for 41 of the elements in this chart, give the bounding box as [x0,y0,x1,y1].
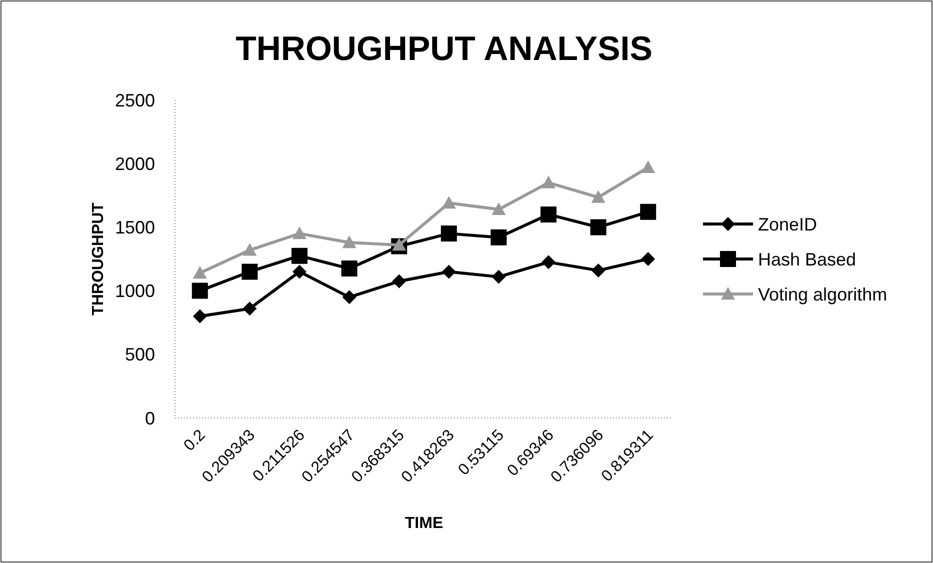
point [440,226,457,242]
point [640,204,656,220]
legend-label: ZoneID [758,214,818,234]
point [192,266,207,279]
point [641,160,656,174]
point [542,176,556,188]
point [242,243,257,256]
point [540,206,556,222]
point [292,264,306,279]
point [242,302,257,316]
point [392,274,406,288]
x-axis-title: TIME [404,515,444,532]
point [641,252,656,266]
y-tick-label: 1500 [114,218,155,238]
point [292,226,306,240]
point [442,264,456,279]
legend-label: Voting algorithm [758,284,888,304]
y-tick-label: 0 [144,408,155,428]
point [242,264,258,280]
point [392,238,406,251]
legend-label: Hash Based [758,249,856,270]
point [192,282,208,299]
y-tick-label: 2000 [114,154,155,174]
point [492,202,506,215]
point [442,196,456,209]
y-axis-title: THROUGHPUT [90,202,107,316]
point [591,190,606,203]
point [341,260,358,277]
point [342,235,356,248]
y-tick-label: 2500 [114,90,155,110]
point [591,263,606,278]
point [542,255,556,270]
point [342,290,356,304]
point [490,229,507,246]
chart-title: THROUGHPUT ANALYSIS [236,30,652,68]
point [292,248,308,264]
y-tick-label: 1000 [114,281,155,302]
point [192,309,207,324]
y-tick-label: 500 [124,344,155,365]
point [492,270,506,284]
point [590,219,606,236]
